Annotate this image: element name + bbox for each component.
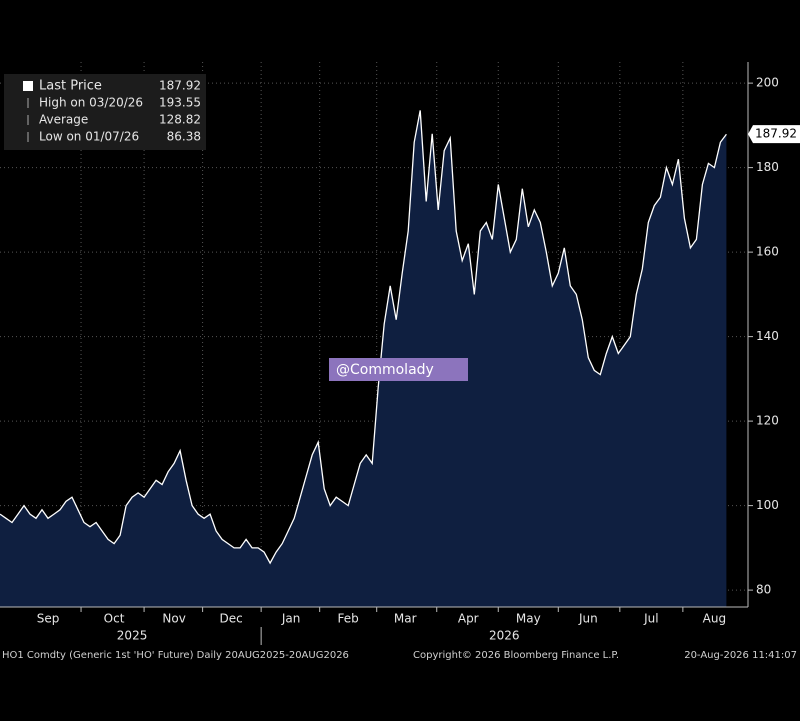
y-tick-label: 80	[756, 583, 771, 597]
legend-label: Low on 01/07/26	[39, 130, 139, 144]
legend-value: 128.82	[159, 113, 201, 127]
legend-value: 193.55	[159, 96, 201, 110]
x-tick-label: Mar	[394, 612, 417, 626]
x-tick-label: Dec	[220, 612, 243, 626]
last-price-tag	[748, 125, 800, 144]
legend-label: Last Price	[39, 79, 102, 94]
y-tick-label: 140	[756, 329, 779, 343]
x-tick-label: Apr	[458, 612, 479, 626]
x-tick-label: Jan	[281, 612, 301, 626]
year-label: 2026	[489, 629, 520, 643]
y-tick-label: 200	[756, 76, 779, 90]
last-price-label: 187.92	[755, 127, 797, 141]
y-tick-label: 160	[756, 245, 779, 259]
legend-label: High on 03/20/26	[39, 96, 143, 110]
legend-label: Average	[39, 113, 88, 127]
x-tick-label: Oct	[104, 612, 125, 626]
legend-swatch	[23, 81, 33, 91]
watermark-box	[329, 358, 468, 381]
year-label: 2025	[117, 629, 148, 643]
plot	[0, 110, 727, 608]
x-tick-label: Nov	[162, 612, 185, 626]
legend: Last Price 187.92 High on 03/20/26 193.55 Av…	[23, 79, 201, 144]
footer-center: Copyright© 2026 Bloomberg Finance L.P.	[413, 650, 619, 661]
price-line	[0, 110, 727, 565]
footer-right: 20-Aug-2026 11:41:07	[684, 650, 797, 661]
x-tick-label: Aug	[703, 612, 726, 626]
x-tick-label: May	[516, 612, 541, 626]
legend-value: 187.92	[159, 79, 201, 93]
y-tick-label: 120	[756, 414, 779, 428]
legend-box	[4, 74, 206, 150]
y-tick-label: 100	[756, 498, 779, 512]
footer-left: HO1 Comdty (Generic 1st 'HO' Future) Dai…	[2, 650, 349, 661]
x-tick-label: Jun	[578, 612, 598, 626]
area	[0, 110, 727, 608]
x-tick-label: Sep	[37, 612, 60, 626]
watermark: @Commolady	[336, 362, 434, 378]
y-tick-label: 180	[756, 160, 779, 174]
x-tick-label: Feb	[338, 612, 359, 626]
legend-value: 86.38	[167, 130, 201, 144]
x-tick-label: Jul	[643, 612, 658, 626]
